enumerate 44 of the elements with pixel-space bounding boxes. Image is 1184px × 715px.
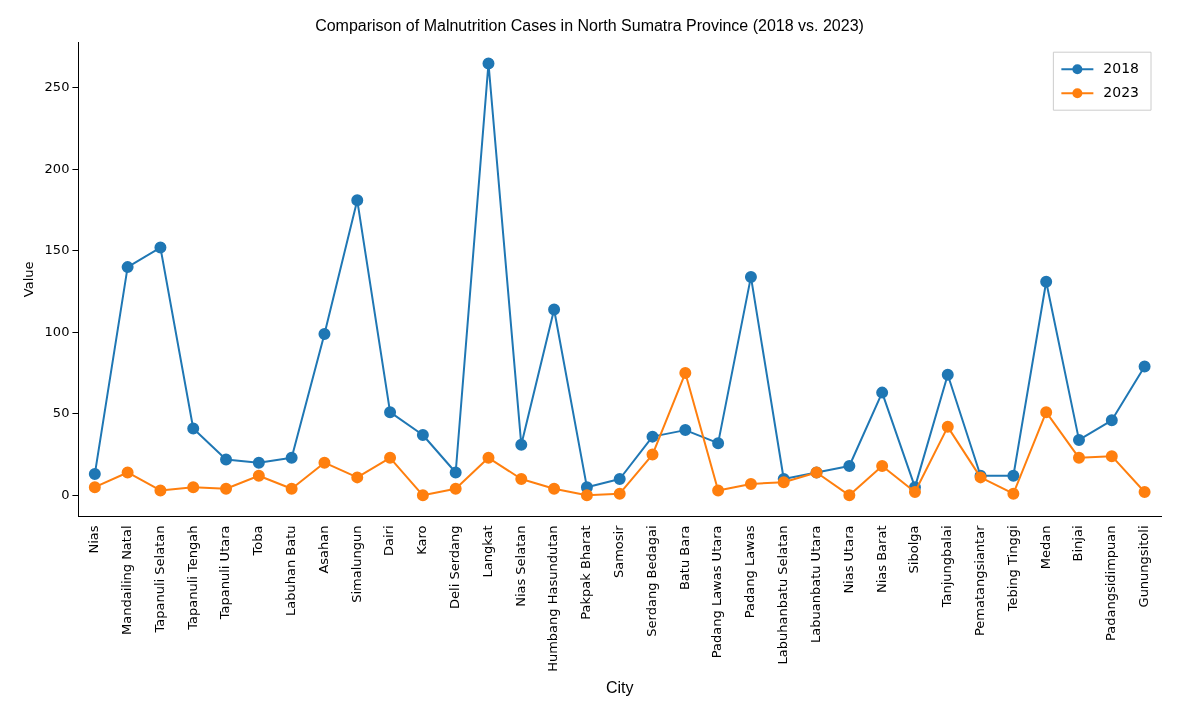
y-tick-label: 150 (44, 242, 70, 258)
x-tick-label: Batu Bara (676, 525, 692, 591)
x-tick-label: Labuhan Batu (283, 525, 299, 616)
x-tick-label: Padangsidimpuan (1103, 525, 1119, 642)
x-tick-label: Labuhanbatu Selatan (775, 525, 791, 665)
x-tick-label: Padang Lawas Utara (709, 525, 725, 659)
y-tick-label: 50 (52, 405, 70, 421)
x-tick-label: Humbang Hasundutan (545, 525, 561, 672)
x-tick-label: Simalungun (348, 525, 364, 603)
chart-title: Comparison of Malnutrition Cases in North Sumatra Province (2018 vs. 2023) (315, 17, 864, 35)
y-tick-label: 100 (44, 323, 70, 339)
x-tick-label: Padang Lawas (742, 525, 758, 619)
y-tick-label: 200 (44, 160, 70, 176)
x-axis-title: City (605, 678, 634, 696)
x-tick-label: Karo (414, 525, 430, 555)
x-tick-label: Deli Serdang (447, 525, 463, 609)
x-tick-label: Sibolga (906, 525, 922, 574)
legend-label: 2018 (1103, 59, 1140, 76)
x-tick-label: Tapanuli Tengah (184, 525, 200, 631)
y-tick-label: 250 (44, 79, 70, 95)
x-tick-label: Pakpak Bharat (578, 525, 594, 620)
x-tick-label: Nias Barat (873, 525, 889, 594)
x-tick-label: Tanjungbalai (939, 525, 955, 609)
x-tick-label: Samosir (611, 524, 627, 579)
x-tick-label: Tapanuli Selatan (151, 525, 167, 634)
x-tick-label: Labuanbatu Utara (807, 525, 823, 643)
x-tick-label: Medan (1037, 525, 1053, 570)
x-tick-label: Pematangsiantar (971, 524, 987, 637)
x-tick-label: Binjai (1070, 525, 1086, 562)
x-tick-label: Serdang Bedagai (643, 525, 659, 637)
x-tick-label: Dairi (381, 525, 397, 557)
x-tick-label: Nias (86, 525, 102, 554)
x-tick-label: Tebing Tinggi (1004, 525, 1020, 613)
y-axis-title: Value (21, 261, 37, 298)
x-tick-label: Gunungsitoli (1135, 525, 1151, 608)
x-tick-label: Asahan (315, 525, 331, 574)
x-tick-label: Nias Selatan (512, 525, 528, 607)
y-tick-label: 0 (61, 486, 70, 502)
x-tick-label: Nias Utara (840, 525, 856, 594)
x-tick-label: Mandailing Natal (119, 525, 134, 635)
legend-label: 2023 (1103, 83, 1140, 100)
x-tick-label: Langkat (479, 525, 495, 578)
x-tick-label: Toba (250, 525, 266, 557)
x-tick-label: Tapanuli Utara (217, 525, 233, 621)
